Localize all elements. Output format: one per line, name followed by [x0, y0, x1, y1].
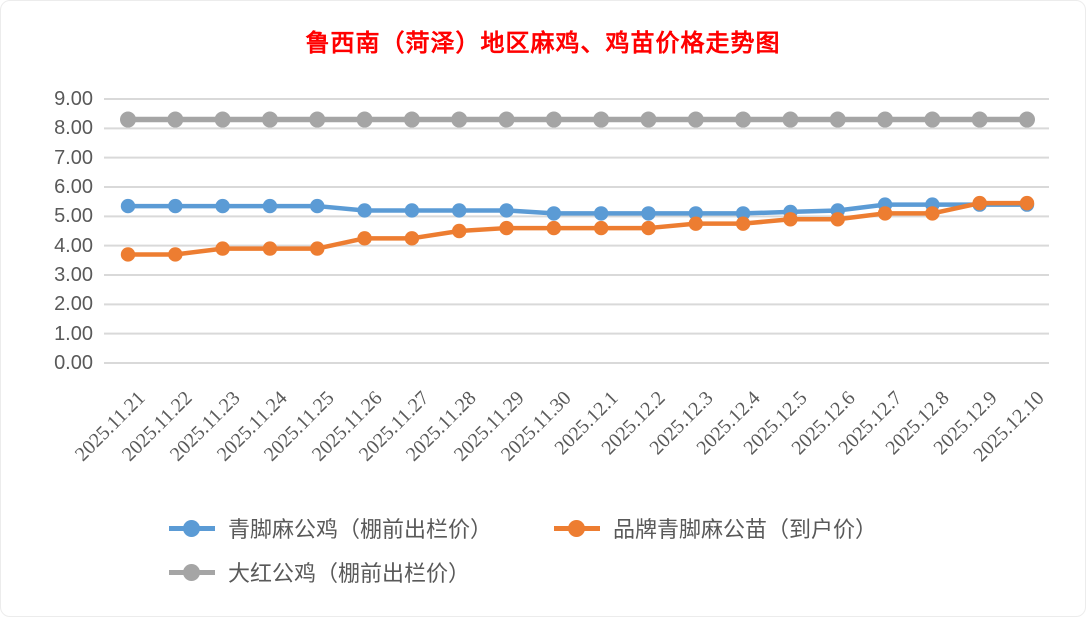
series-marker-2	[924, 111, 941, 128]
y-tick-label: 3.00	[54, 264, 93, 286]
legend-row-1: 青脚麻公鸡（棚前出栏价） 品牌青脚麻公苗（到户价）	[169, 506, 1085, 550]
series-line-0	[125, 202, 1030, 216]
series-marker-2	[167, 111, 184, 128]
y-tick-label: 6.00	[54, 176, 93, 198]
legend-row-2: 大红公鸡（棚前出栏价）	[169, 550, 1085, 594]
series-marker-1	[972, 195, 987, 211]
series-marker-1	[357, 231, 372, 246]
series-marker-1	[262, 241, 278, 256]
series-marker-1	[925, 206, 940, 221]
series-marker-0	[215, 198, 230, 214]
series-marker-0	[168, 198, 183, 214]
y-tick-label: 8.00	[54, 117, 93, 140]
series-marker-2	[356, 111, 373, 128]
series-marker-2	[403, 111, 420, 128]
series-marker-2	[593, 111, 610, 128]
series-marker-1	[593, 220, 609, 236]
legend-label: 品牌青脚麻公苗（到户价）	[613, 517, 878, 542]
series-marker-2	[877, 111, 894, 128]
line-marker-icon	[554, 519, 601, 537]
series-marker-2	[782, 111, 799, 128]
legend-item-qingjiaoma-gongji[interactable]: 青脚麻公鸡（棚前出栏价）	[169, 512, 492, 544]
series-marker-0	[404, 203, 420, 218]
series-marker-0	[357, 203, 372, 218]
series-marker-2	[309, 111, 326, 128]
series-marker-1	[783, 212, 798, 227]
line-marker-icon	[169, 563, 215, 581]
legend-label: 青脚麻公鸡（棚前出栏价）	[228, 517, 493, 542]
series-marker-2	[214, 111, 231, 128]
legend-item-pinpai-qingjiaoma-gongmiao[interactable]: 品牌青脚麻公苗（到户价）	[554, 512, 877, 544]
series-marker-2	[1019, 111, 1035, 128]
series-marker-2	[261, 111, 278, 128]
series-marker-1	[546, 220, 562, 236]
chart-title: 鲁西南（菏泽）地区麻鸡、鸡苗价格走势图	[305, 31, 781, 57]
series-marker-1	[1019, 195, 1035, 211]
series-marker-0	[499, 203, 514, 218]
series-marker-0	[593, 206, 609, 221]
series-marker-0	[641, 206, 656, 221]
y-tick-label: 0.00	[54, 352, 93, 374]
series-marker-2	[971, 111, 988, 128]
series-marker-1	[452, 223, 467, 239]
series-marker-1	[310, 241, 325, 256]
y-tick-label: 1.00	[54, 322, 93, 345]
series-marker-1	[830, 212, 845, 227]
series-marker-2	[545, 111, 562, 128]
series-marker-0	[688, 206, 703, 221]
series-marker-2	[687, 111, 704, 128]
series-marker-0	[452, 203, 467, 218]
series-marker-2	[451, 111, 468, 128]
legend-item-dahong-gongji[interactable]: 大红公鸡（棚前出栏价）	[169, 556, 470, 588]
y-tick-label: 5.00	[54, 205, 93, 228]
series-marker-1	[641, 220, 656, 236]
series-marker-1	[404, 231, 420, 246]
series-marker-1	[735, 216, 751, 231]
y-tick-label: 4.00	[54, 234, 93, 257]
series-marker-0	[262, 198, 278, 214]
legend: 青脚麻公鸡（棚前出栏价） 品牌青脚麻公苗（到户价） 大红公鸡（棚前出栏价）	[1, 506, 1085, 594]
series-line-1	[125, 200, 1030, 257]
series-marker-2	[735, 111, 752, 128]
series-marker-2	[498, 111, 515, 128]
series-marker-1	[168, 247, 183, 262]
series-marker-1	[499, 220, 514, 236]
series-marker-0	[735, 206, 751, 221]
y-tick-label: 2.00	[54, 293, 93, 316]
legend-label: 大红公鸡（棚前出栏价）	[228, 561, 471, 586]
series-marker-0	[120, 198, 136, 214]
series-marker-1	[688, 216, 703, 231]
series-marker-1	[120, 247, 136, 262]
series-marker-0	[310, 198, 325, 214]
series-marker-1	[215, 241, 230, 256]
line-marker-icon	[169, 519, 215, 537]
series-marker-2	[640, 111, 657, 128]
series-marker-2	[829, 111, 846, 128]
series-marker-0	[546, 206, 562, 221]
series-marker-1	[877, 206, 893, 221]
y-tick-label: 9.00	[54, 88, 93, 110]
series-marker-2	[120, 111, 136, 128]
y-tick-label: 7.00	[54, 146, 93, 169]
